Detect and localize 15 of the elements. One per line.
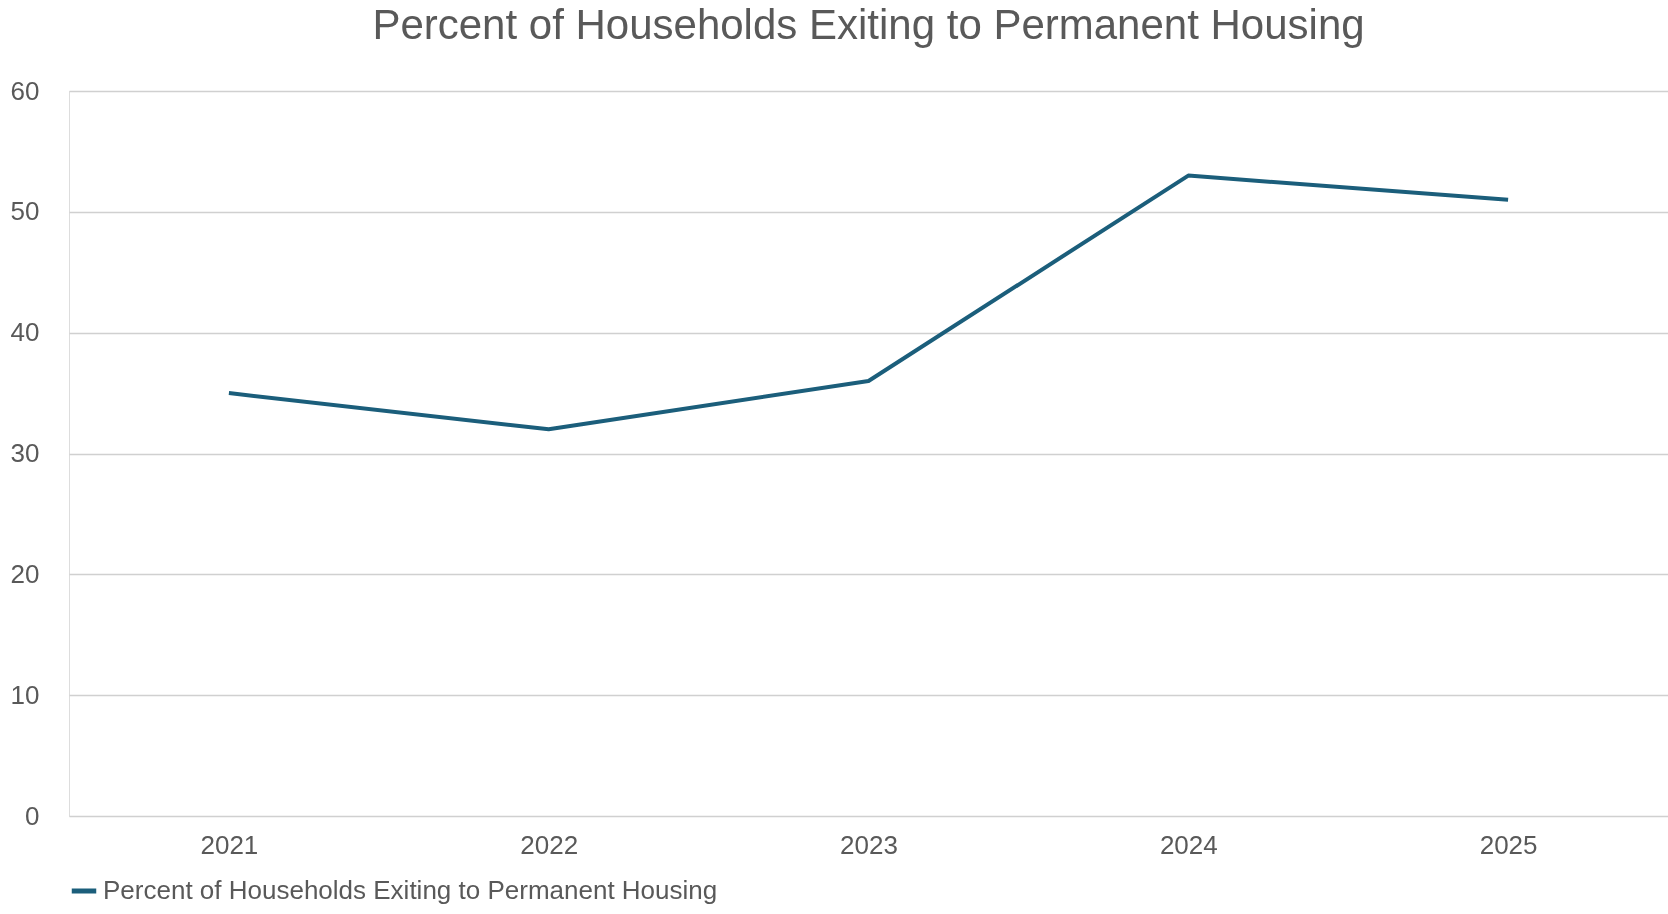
x-tick-label: 2022 xyxy=(520,829,579,860)
y-tick-label: 10 xyxy=(10,679,40,710)
y-tick-label: 30 xyxy=(10,438,40,468)
y-tick-label: 0 xyxy=(25,800,40,831)
y-tick-label: 60 xyxy=(10,75,40,106)
x-tick-label: 2025 xyxy=(1479,829,1538,860)
chart-title: Percent of Households Exiting to Permanent Housing xyxy=(372,1,1365,48)
line-series xyxy=(226,173,1511,432)
x-tick-label: 2023 xyxy=(840,829,898,860)
x-tick-label: 2024 xyxy=(1159,829,1218,860)
y-tick-label: 50 xyxy=(10,196,40,227)
y-tick-label: 20 xyxy=(10,558,40,589)
x-tick-label: 2021 xyxy=(200,829,259,860)
legend-label: Percent of Households Exiting to Permanent Housing xyxy=(103,875,718,905)
y-tick-label: 40 xyxy=(10,317,40,348)
